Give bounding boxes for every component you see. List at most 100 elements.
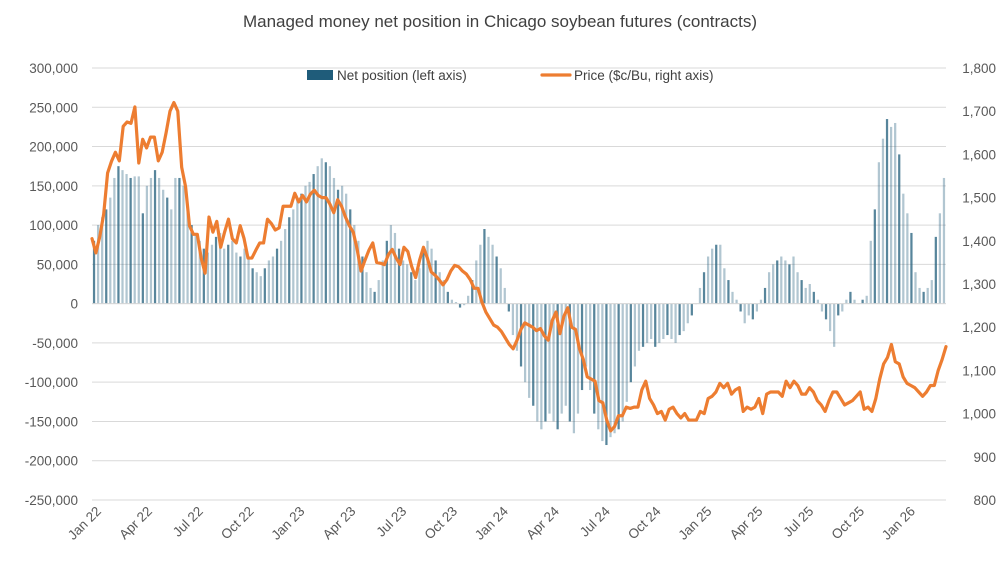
net-position-bar xyxy=(930,280,933,304)
net-position-bar xyxy=(166,197,169,304)
net-position-bar xyxy=(430,248,433,304)
net-position-bar xyxy=(373,291,376,304)
net-position-bar xyxy=(560,303,563,414)
right-tick-label: 1,700 xyxy=(962,104,996,119)
net-position-bar xyxy=(198,240,201,304)
net-position-bar xyxy=(686,303,689,324)
net-position-bar xyxy=(458,303,462,308)
legend-net-position-swatch xyxy=(307,70,333,80)
right-tick-label: 1,400 xyxy=(962,234,996,249)
net-position-bar xyxy=(849,291,852,304)
net-position-bar xyxy=(438,272,441,304)
net-position-bar xyxy=(170,209,173,304)
net-position-bar xyxy=(223,248,226,304)
x-tick-label: Apr 22 xyxy=(116,504,155,543)
net-position-bar xyxy=(552,303,555,422)
net-position-bar xyxy=(772,264,775,304)
net-position-bar xyxy=(324,162,327,304)
net-position-bar xyxy=(678,303,681,336)
net-position-bar xyxy=(690,303,693,316)
net-position-bar xyxy=(540,303,543,430)
net-position-bar xyxy=(442,280,445,304)
net-position-bar xyxy=(304,185,307,304)
net-position-bar xyxy=(674,303,677,343)
net-position-bar xyxy=(873,209,876,304)
net-position-bar xyxy=(601,303,604,442)
net-position-bar xyxy=(682,303,685,332)
net-position-bar xyxy=(751,303,754,320)
net-position-bar xyxy=(174,177,177,304)
right-tick-label: 900 xyxy=(973,450,996,465)
left-tick-label: -50,000 xyxy=(32,336,78,351)
net-position-bar xyxy=(239,256,242,304)
net-position-bar xyxy=(641,303,645,347)
net-position-bar xyxy=(149,177,153,304)
net-position-bar xyxy=(475,260,478,304)
net-position-bar xyxy=(735,299,738,304)
net-position-bar xyxy=(462,303,466,306)
right-tick-label: 1,500 xyxy=(962,191,996,206)
net-position-bar xyxy=(719,244,722,304)
net-position-bar xyxy=(218,232,222,304)
net-position-bar xyxy=(881,138,885,304)
x-axis-tick-labels: Jan 22 Apr 22 Jul 22 Oct 22 Jan 23 Apr 23 Jul … xyxy=(65,503,918,543)
left-tick-label: -150,000 xyxy=(25,414,78,429)
net-position-bar xyxy=(507,303,510,312)
net-position-bar xyxy=(227,244,230,304)
net-position-bar xyxy=(300,193,303,304)
net-position-bar xyxy=(410,272,413,304)
net-position-bar xyxy=(796,272,799,304)
net-position-bar xyxy=(776,260,779,304)
net-position-bar xyxy=(117,166,120,304)
net-position-bar xyxy=(499,268,502,304)
net-position-bar xyxy=(357,240,360,304)
net-position-bar xyxy=(942,177,946,304)
net-position-bar xyxy=(178,177,181,304)
net-position-bar xyxy=(284,229,287,304)
net-position-bar xyxy=(271,256,275,304)
net-position-bar xyxy=(312,174,315,304)
net-position-bar xyxy=(328,166,332,304)
net-position-bar xyxy=(910,232,913,304)
net-position-bar xyxy=(702,272,706,304)
net-position-bar xyxy=(483,229,486,304)
net-position-bar xyxy=(389,225,393,304)
net-position-bar xyxy=(288,217,291,304)
x-tick-label: Oct 22 xyxy=(218,504,257,543)
net-position-bar xyxy=(336,189,340,304)
net-position-bar xyxy=(528,303,531,398)
net-position-bar xyxy=(572,303,576,434)
net-position-bar xyxy=(706,256,710,304)
net-position-bar xyxy=(243,248,246,304)
net-position-bar xyxy=(247,256,250,304)
net-position-bar xyxy=(934,236,937,304)
net-position-bar xyxy=(267,260,271,304)
net-position-bar xyxy=(418,268,421,304)
net-position-bar xyxy=(784,260,787,304)
net-position-bar xyxy=(153,170,157,304)
net-position-bar xyxy=(548,303,551,414)
net-position-bar xyxy=(637,303,641,351)
net-position-bar xyxy=(101,217,104,304)
net-position-bar xyxy=(885,119,889,304)
net-position-bar xyxy=(597,303,600,430)
price-line xyxy=(90,100,948,433)
net-position-bar xyxy=(406,264,409,304)
net-position-bar xyxy=(491,244,494,304)
net-position-bar xyxy=(715,244,718,304)
net-position-bar xyxy=(519,303,523,367)
left-tick-label: 200,000 xyxy=(29,140,78,155)
left-tick-label: 150,000 xyxy=(29,179,78,194)
x-tick-label: Jan 26 xyxy=(879,504,918,543)
net-position-bar xyxy=(446,291,449,304)
net-position-bar xyxy=(902,193,905,304)
left-tick-label: 300,000 xyxy=(29,61,78,76)
net-position-bar xyxy=(727,280,730,304)
net-position-bar xyxy=(515,303,519,351)
x-tick-label: Jul 22 xyxy=(170,504,206,540)
net-position-bar xyxy=(816,299,820,304)
net-position-bar xyxy=(235,252,238,304)
x-tick-label: Jul 25 xyxy=(780,504,816,540)
net-position-bar xyxy=(763,287,767,304)
x-tick-label: Oct 25 xyxy=(828,504,867,543)
